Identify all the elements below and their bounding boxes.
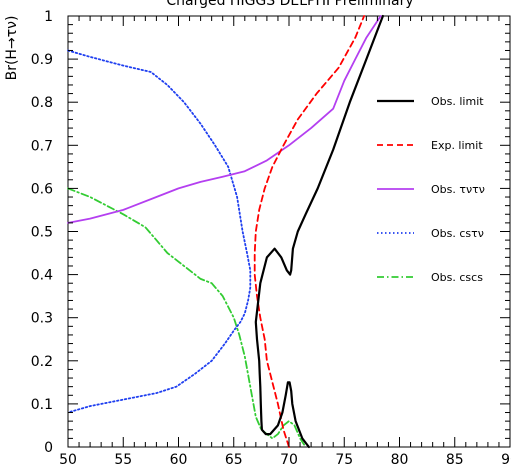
series-line-exp-limit — [253, 15, 365, 448]
tick-layer: 50 55 60 65 70 75 80 85 90 0 0.1 0.2 0.3 0.4 0.5 0.6 0.7… — [31, 9, 511, 468]
legend-label-obs-cs: Obs. csτν — [431, 227, 484, 240]
y-tick-label: 0.1 — [31, 397, 53, 413]
x-tick-label: 50 — [59, 452, 77, 468]
series-line-obs-limit — [254, 14, 384, 449]
x-tick-label: 60 — [170, 452, 188, 468]
legend: Obs. limit Exp. limit Obs. τντν Obs. csτν Ob… — [377, 95, 485, 284]
x-tick-label: 65 — [225, 452, 243, 468]
y-tick-label: 0.4 — [31, 268, 53, 284]
series-line-obs-cs — [67, 49, 252, 414]
y-tick-label: 0.6 — [31, 181, 53, 197]
legend-label-exp-limit: Exp. limit — [431, 139, 483, 152]
y-tick-label: 0.8 — [31, 95, 53, 111]
y-axis-label: Br(H→τν) — [4, 16, 20, 81]
y-tick-label: 0.9 — [31, 52, 53, 68]
x-tick-label: 70 — [280, 452, 298, 468]
series-line-obs-cscs — [67, 187, 307, 448]
chart-title: Charged HIGGS DELPHI Preliminary — [166, 0, 413, 9]
x-tick-label: 75 — [335, 452, 353, 468]
y-tick-label: 1 — [44, 9, 53, 25]
y-tick-label: 0.3 — [31, 311, 53, 327]
y-tick-label: 0.2 — [31, 354, 53, 370]
series-layer — [67, 14, 384, 449]
y-tick-label: 0.7 — [31, 138, 53, 154]
y-axis-label-group: Br(H→τν) — [4, 16, 20, 81]
legend-label-obs-limit: Obs. limit — [431, 95, 484, 108]
y-tick-label: 0 — [44, 440, 53, 456]
y-tick-label: 0.5 — [31, 225, 53, 241]
x-tick-label: 80 — [391, 452, 409, 468]
legend-label-obs-cscs: Obs. cscs — [431, 271, 483, 284]
x-tick-label: 55 — [114, 452, 132, 468]
series-line-obs — [67, 15, 382, 224]
x-tick-label: 85 — [446, 452, 464, 468]
x-tick-label: 90 — [501, 452, 511, 468]
legend-label-obs: Obs. τντν — [431, 183, 485, 196]
